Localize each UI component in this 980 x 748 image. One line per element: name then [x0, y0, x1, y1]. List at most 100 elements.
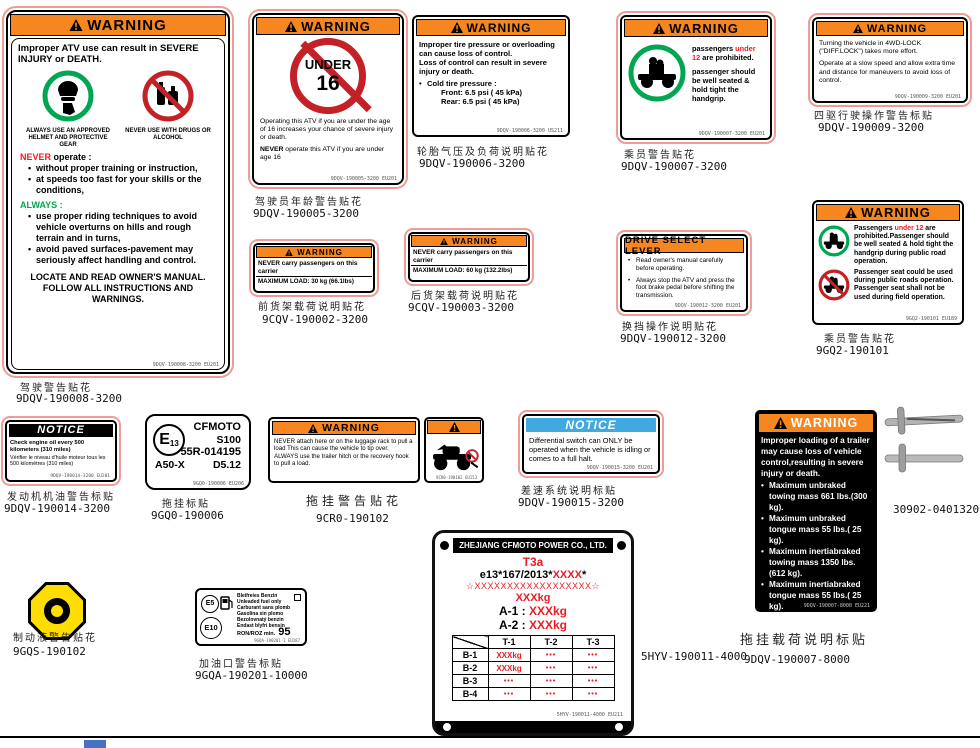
under16-warning-label: WARNING UNDER 16 Operating this ATV if y…: [248, 9, 408, 189]
part-number: 9DQV-190008-3200: [16, 392, 122, 405]
passenger2-p2: Passenger seat could be used during publ…: [854, 269, 954, 301]
warning-header: WARNING: [10, 14, 226, 36]
under16-body-1: Operating this ATV if you are under the …: [260, 118, 393, 141]
tow-warning-body: NEVER attach here or on the luggage rack…: [274, 438, 413, 468]
e13-approval-label: E 13 CFMOTO S100 55R-014195 A50-X D5.12 9…: [145, 414, 251, 490]
part-number: 9DQV-190005-3200: [253, 207, 359, 220]
certification-plate: ZHEJIANG CFMOTO POWER CO., LTD. T3a e13*…: [432, 530, 634, 736]
no-drugs-caption: NEVER USE WITH DRUGS OR ALCOHOL: [125, 128, 211, 141]
label-code: 9DQV-190009-3200 EU201: [894, 94, 961, 100]
label-code: 9CR0-190102 EU153: [436, 475, 477, 480]
no-passenger-icon: [818, 269, 850, 301]
never-item: at speeds too fast for your skills or th…: [28, 174, 216, 196]
caption-cn: 发动机机油警告标贴: [7, 492, 115, 503]
part-number: 9CR0-190102: [316, 512, 389, 525]
plate-bottom-strip: [435, 721, 631, 733]
label-code: 9DQV-190005-3200 EU201: [330, 176, 397, 182]
tire-front-pressure: Front: 6.5 psi ( 45 kPa): [441, 88, 523, 97]
always-title: ALWAYS :: [20, 200, 63, 210]
part-number: 9DQV-190007-8000: [744, 653, 850, 666]
drive-select-item: Always stop the ATV and press the foot b…: [628, 277, 742, 300]
warning-header-text: WARNING: [466, 20, 532, 35]
passenger-warning-label: WARNING passengers under 12 are prohibit…: [616, 11, 776, 144]
rear-carrier-body: NEVER carry passengers on this carrier: [413, 249, 513, 264]
passenger2-p1-red: under 12: [894, 225, 924, 232]
fuel-warning-label: E5 E10 Bleifreies Benzin Unleaded fuel o…: [195, 588, 307, 646]
trailer-item: Maximum unbraked towing mass 661 lbs.(30…: [761, 480, 871, 513]
table-row: B-1 XXXkg ••• •••: [451, 648, 615, 662]
warning-header: WARNING: [624, 19, 768, 37]
always-item: avoid paved surfaces-pavement may seriou…: [28, 244, 216, 266]
part-number: 9GQ2-190101: [816, 344, 889, 357]
atv-no-tow-icon: [433, 444, 479, 471]
part-number: 5HYV-190011-4000: [641, 650, 747, 663]
trailer-loading-warning-label: WARNING Improper loading of a trailer ma…: [755, 410, 877, 612]
front-carrier-body: NEVER carry passengers on this carrier: [258, 260, 358, 275]
never-rest: operate :: [51, 152, 92, 162]
e13-number: 13: [169, 438, 179, 448]
e10-fuel-icon: E10: [200, 617, 222, 639]
fourwd-lock-warning-label: WARNING Turning the vehicle in 4WD-LOCK …: [808, 13, 972, 107]
front-carrier-load-label: WARNING NEVER carry passengers on this c…: [249, 239, 379, 297]
page-edge-marker: [84, 740, 106, 748]
fuel-square-icon: [294, 594, 301, 601]
caption-cn: 加油口警告标贴: [199, 659, 283, 670]
front-carrier-load: MAXIMUM LOAD: 30 kg (66.1lbs): [256, 276, 372, 286]
caption-cn: 差速系统说明标贴: [521, 486, 617, 497]
part-number: 9DQV-190009-3200: [818, 121, 924, 134]
under16-prohibition-icon: UNDER 16: [290, 38, 372, 114]
warning-triangle-icon: [285, 20, 298, 32]
differential-notice-body: Differential switch can ONLY be operated…: [529, 436, 651, 463]
never-word: NEVER: [20, 152, 52, 162]
plate-axle-1: A-1 : XXXkg: [498, 604, 568, 618]
label-code: 9DQV-190007-8000 EU221: [803, 603, 870, 609]
warning-triangle-icon: [285, 248, 293, 256]
warning-header-text: WARNING: [669, 20, 739, 36]
tow-warning-label: WARNING NEVER attach here or on the lugg…: [268, 417, 484, 483]
trailer-item: Maximum unbraked tongue mass 55 lbs.( 25…: [761, 513, 871, 546]
passenger-road-warning-label: WARNING Passengers under 12 are prohibit…: [812, 200, 964, 325]
part-number: 9CQV-190002-3200: [262, 313, 368, 326]
warning-triangle-icon: [845, 207, 858, 218]
oil-notice-en: Check engine oil every 500 kilometers (3…: [10, 440, 85, 453]
tire-pressure-warning-label: WARNING Improper tire pressure or overlo…: [412, 15, 570, 137]
drive-select-item: Read owner's manual carefully before ope…: [628, 257, 742, 273]
warning-header-text: WARNING: [790, 416, 859, 430]
rivet-icon: [443, 723, 451, 731]
part-number: 9DQV-190007-3200: [621, 160, 727, 173]
label-code: 9DQV-190012-3200 EU201: [674, 303, 741, 309]
caption-cn: 乘员警告贴花: [824, 334, 896, 345]
warning-triangle-icon: [450, 22, 463, 33]
warning-header-text: WARNING: [866, 22, 928, 35]
brake-fluid-cap-icon: [28, 582, 86, 640]
helmet-caption: ALWAYS USE AN APPROVED HELMET AND PROTEC…: [25, 128, 111, 148]
warning-header: WARNING: [816, 204, 960, 221]
trailer-intro: Improper loading of a trailer may cause …: [761, 436, 870, 478]
tire-line-2: Loss of control can result in severe inj…: [419, 58, 547, 76]
tire-line-1: Improper tire pressure or overloading ca…: [419, 40, 555, 58]
caption-cn: 后货架载荷说明贴花: [411, 291, 519, 302]
rear-carrier-load-label: WARNING NEVER carry passengers on this c…: [404, 228, 534, 286]
fuel-ron-label: RON/ROZ min.: [237, 631, 276, 637]
fuel-line: Unleaded fuel only: [237, 599, 282, 606]
table-row: B-4 ••• ••• •••: [451, 687, 615, 701]
label-code: 9GQ2-190101 EU189: [905, 316, 957, 322]
never-item: without proper training or instruction,: [28, 163, 216, 174]
pin-hardware-icon: [884, 406, 964, 473]
warning-header-small: [427, 420, 481, 434]
e13-type: A50-X: [155, 459, 185, 471]
oil-notice-fr: Vérifier le niveau d'huile moteur tous l…: [10, 454, 106, 467]
label-code: 9DQV-190014-3200 EU201: [50, 474, 110, 479]
rivet-icon: [615, 723, 623, 731]
table-row: B-3 ••• ••• •••: [451, 674, 615, 688]
table-header: T-1: [487, 635, 531, 649]
warning-triangle-icon: [653, 22, 666, 34]
caption-cn: 前货架载荷说明贴花: [258, 302, 366, 313]
caption-cn: 轮胎气压及负荷说明贴花: [417, 147, 549, 158]
table-row: B-2 XXXkg ••• •••: [451, 661, 615, 675]
fourwd-p2: Operate at a slow speed and allow extra …: [819, 60, 956, 84]
atv-passengers-icon: [818, 225, 850, 257]
part-number: 9CQV-190003-3200: [408, 301, 514, 314]
caption-cn: 驾驶员年龄警告贴花: [255, 197, 363, 208]
label-code: 9DQV-190007-3200 EU201: [698, 131, 765, 137]
